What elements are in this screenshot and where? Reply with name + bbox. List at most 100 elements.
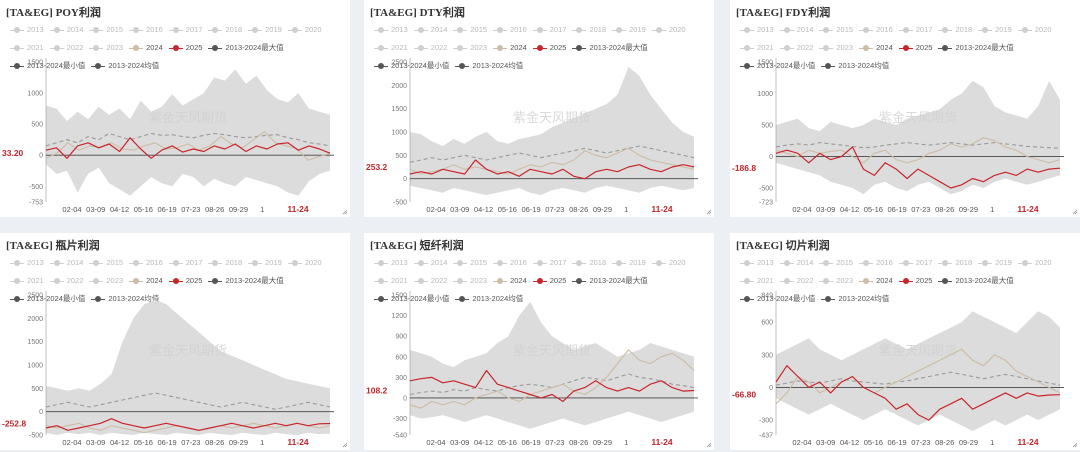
legend-item-2013-2024[interactable]: 2013-2024最小值 [10, 291, 85, 307]
legend-item-2017[interactable]: 2017 [532, 255, 566, 271]
legend-item-2022[interactable]: 2022 [49, 40, 83, 56]
legend-item-2017[interactable]: 2017 [898, 22, 932, 38]
legend-item-2014[interactable]: 2014 [49, 255, 83, 271]
legend-item-2016[interactable]: 2016 [129, 22, 163, 38]
legend-item-2013[interactable]: 2013 [740, 22, 774, 38]
legend-item-2023[interactable]: 2023 [89, 40, 123, 56]
legend-item-2013[interactable]: 2013 [374, 255, 408, 271]
legend-item-2016[interactable]: 2016 [859, 255, 893, 271]
legend-item-2013-2024[interactable]: 2013-2024均值 [821, 58, 889, 74]
legend-item-2020[interactable]: 2020 [287, 22, 322, 38]
legend-item-2024[interactable]: 2024 [129, 40, 163, 56]
resize-handle-icon[interactable] [706, 209, 712, 215]
legend-item-2025[interactable]: 2025 [532, 273, 566, 289]
legend-item-2022[interactable]: 2022 [413, 273, 447, 289]
legend-item-2021[interactable]: 2021 [10, 273, 44, 289]
legend-item-2013[interactable]: 2013 [10, 255, 44, 271]
legend-item-2013-2024[interactable]: 2013-2024均值 [455, 291, 523, 307]
legend-item-2025[interactable]: 2025 [898, 273, 932, 289]
legend-item-2013-2024[interactable]: 2013-2024最大值 [572, 40, 648, 56]
legend-item-2015[interactable]: 2015 [89, 22, 123, 38]
legend-item-2014[interactable]: 2014 [413, 22, 447, 38]
legend-item-2019[interactable]: 2019 [248, 22, 282, 38]
resize-handle-icon[interactable] [1072, 209, 1078, 215]
legend-item-2024[interactable]: 2024 [859, 273, 893, 289]
legend-item-2013-2024[interactable]: 2013-2024最大值 [938, 40, 1014, 56]
legend-item-2014[interactable]: 2014 [779, 255, 813, 271]
legend-item-2023[interactable]: 2023 [819, 40, 853, 56]
legend-item-2021[interactable]: 2021 [374, 273, 408, 289]
legend-item-2015[interactable]: 2015 [819, 255, 853, 271]
legend-item-2019[interactable]: 2019 [978, 22, 1012, 38]
resize-handle-icon[interactable] [342, 209, 348, 215]
legend-item-2023[interactable]: 2023 [453, 273, 487, 289]
legend-item-2013-2024[interactable]: 2013-2024均值 [91, 58, 159, 74]
legend-item-2019[interactable]: 2019 [612, 22, 646, 38]
legend-item-2025[interactable]: 2025 [168, 273, 202, 289]
legend-item-2017[interactable]: 2017 [898, 255, 932, 271]
legend-item-2013-2024[interactable]: 2013-2024最小值 [740, 58, 815, 74]
legend-item-2020[interactable]: 2020 [1017, 22, 1052, 38]
legend-item-2025[interactable]: 2025 [898, 40, 932, 56]
legend-item-2014[interactable]: 2014 [413, 255, 447, 271]
legend-item-2013[interactable]: 2013 [374, 22, 408, 38]
legend-item-2020[interactable]: 2020 [651, 255, 686, 271]
resize-handle-icon[interactable] [342, 442, 348, 448]
legend-item-2025[interactable]: 2025 [532, 40, 566, 56]
legend-item-2020[interactable]: 2020 [651, 22, 686, 38]
legend-item-2017[interactable]: 2017 [168, 22, 202, 38]
legend-item-2021[interactable]: 2021 [10, 40, 44, 56]
legend-item-2024[interactable]: 2024 [493, 40, 527, 56]
legend-item-2015[interactable]: 2015 [453, 22, 487, 38]
legend-item-2013-2024[interactable]: 2013-2024最小值 [740, 291, 815, 307]
legend-item-2024[interactable]: 2024 [859, 40, 893, 56]
legend-item-2018[interactable]: 2018 [572, 255, 606, 271]
legend-item-2020[interactable]: 2020 [1017, 255, 1052, 271]
legend-item-2016[interactable]: 2016 [859, 22, 893, 38]
legend-item-2013-2024[interactable]: 2013-2024最大值 [208, 40, 284, 56]
legend-item-2019[interactable]: 2019 [612, 255, 646, 271]
legend-item-2019[interactable]: 2019 [978, 255, 1012, 271]
legend-item-2020[interactable]: 2020 [287, 255, 322, 271]
legend-item-2013-2024[interactable]: 2013-2024最大值 [208, 273, 284, 289]
legend-item-2022[interactable]: 2022 [779, 273, 813, 289]
legend-item-2013-2024[interactable]: 2013-2024最大值 [572, 273, 648, 289]
legend-item-2021[interactable]: 2021 [374, 40, 408, 56]
legend-item-2018[interactable]: 2018 [208, 255, 242, 271]
legend-item-2014[interactable]: 2014 [49, 22, 83, 38]
legend-item-2018[interactable]: 2018 [572, 22, 606, 38]
legend-item-2023[interactable]: 2023 [819, 273, 853, 289]
legend-item-2022[interactable]: 2022 [779, 40, 813, 56]
resize-handle-icon[interactable] [706, 442, 712, 448]
legend-item-2013-2024[interactable]: 2013-2024均值 [455, 58, 523, 74]
legend-item-2016[interactable]: 2016 [493, 255, 527, 271]
legend-item-2013-2024[interactable]: 2013-2024均值 [91, 291, 159, 307]
legend-item-2016[interactable]: 2016 [129, 255, 163, 271]
legend-item-2019[interactable]: 2019 [248, 255, 282, 271]
legend-item-2013[interactable]: 2013 [740, 255, 774, 271]
resize-handle-icon[interactable] [1072, 442, 1078, 448]
legend-item-2024[interactable]: 2024 [129, 273, 163, 289]
legend-item-2013-2024[interactable]: 2013-2024最小值 [10, 58, 85, 74]
legend-item-2013-2024[interactable]: 2013-2024均值 [821, 291, 889, 307]
legend-item-2013[interactable]: 2013 [10, 22, 44, 38]
legend-item-2017[interactable]: 2017 [532, 22, 566, 38]
legend-item-2015[interactable]: 2015 [89, 255, 123, 271]
legend-item-2021[interactable]: 2021 [740, 40, 774, 56]
legend-item-2024[interactable]: 2024 [493, 273, 527, 289]
legend-item-2013-2024[interactable]: 2013-2024最小值 [374, 291, 449, 307]
legend-item-2021[interactable]: 2021 [740, 273, 774, 289]
legend-item-2025[interactable]: 2025 [168, 40, 202, 56]
legend-item-2018[interactable]: 2018 [938, 22, 972, 38]
legend-item-2013-2024[interactable]: 2013-2024最小值 [374, 58, 449, 74]
legend-item-2015[interactable]: 2015 [453, 255, 487, 271]
legend-item-2016[interactable]: 2016 [493, 22, 527, 38]
legend-item-2017[interactable]: 2017 [168, 255, 202, 271]
legend-item-2022[interactable]: 2022 [413, 40, 447, 56]
legend-item-2013-2024[interactable]: 2013-2024最大值 [938, 273, 1014, 289]
legend-item-2018[interactable]: 2018 [938, 255, 972, 271]
legend-item-2018[interactable]: 2018 [208, 22, 242, 38]
legend-item-2014[interactable]: 2014 [779, 22, 813, 38]
legend-item-2022[interactable]: 2022 [49, 273, 83, 289]
legend-item-2023[interactable]: 2023 [453, 40, 487, 56]
